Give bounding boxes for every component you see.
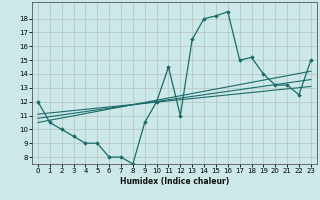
X-axis label: Humidex (Indice chaleur): Humidex (Indice chaleur) — [120, 177, 229, 186]
